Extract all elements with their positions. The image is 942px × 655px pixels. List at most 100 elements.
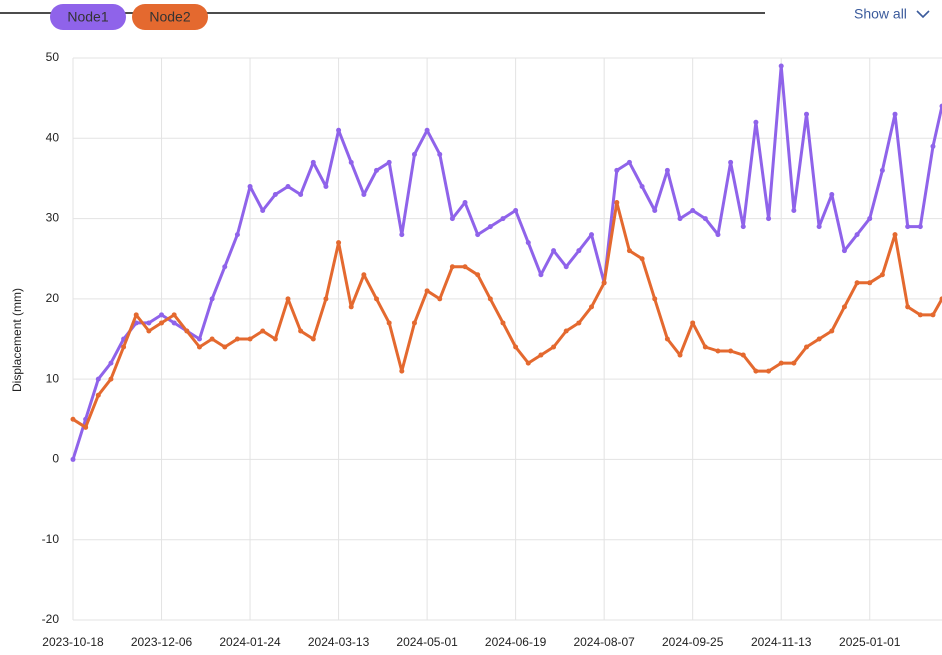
legend-pill[interactable]: [132, 4, 208, 30]
legend-pill[interactable]: [50, 4, 126, 30]
data-point: [247, 336, 253, 342]
data-point: [374, 167, 380, 173]
data-point: [171, 320, 177, 326]
data-point: [563, 264, 569, 270]
data-point: [298, 328, 304, 334]
data-point: [589, 304, 595, 310]
series-line: [72, 201, 942, 429]
data-point: [576, 248, 582, 254]
data-point: [715, 232, 721, 238]
data-point: [411, 151, 417, 157]
data-point: [247, 183, 253, 189]
data-point: [829, 191, 835, 197]
data-point: [677, 352, 683, 358]
data-point: [690, 320, 696, 326]
data-point: [437, 296, 443, 302]
y-tick-label: 20: [46, 291, 60, 305]
x-tick-label: 2023-12-06: [131, 635, 193, 649]
data-point: [753, 119, 759, 125]
data-point: [285, 183, 291, 189]
data-point: [462, 200, 468, 206]
y-tick-label: -10: [42, 532, 60, 546]
x-tick-label: 2024-01-24: [219, 635, 281, 649]
x-tick-label: 2025-01-01: [839, 635, 901, 649]
chevron[interactable]: [916, 10, 930, 19]
data-point: [551, 344, 557, 350]
legend-label[interactable]: Node2: [149, 9, 190, 25]
legend-item[interactable]: Node2: [132, 4, 208, 30]
data-point: [475, 272, 481, 278]
legend-item[interactable]: Node1: [50, 4, 126, 30]
data-point: [449, 216, 455, 222]
data-point: [108, 360, 114, 366]
data-point: [664, 167, 670, 173]
data-point: [487, 224, 493, 230]
data-point: [348, 304, 354, 310]
y-tick-label: 40: [46, 130, 60, 144]
data-point: [892, 232, 898, 238]
data-point: [766, 368, 772, 374]
data-point: [196, 336, 202, 342]
series-line: [71, 64, 942, 460]
data-point: [702, 216, 708, 222]
data-point: [905, 304, 911, 310]
data-point: [841, 304, 847, 310]
data-point: [95, 392, 101, 398]
x-tick-label: 2024-09-25: [662, 635, 724, 649]
data-point: [146, 320, 152, 326]
data-point: [740, 224, 746, 230]
data-point: [677, 216, 683, 222]
data-point: [475, 232, 481, 238]
show-all-label[interactable]: Show all: [854, 6, 907, 22]
data-point: [222, 264, 228, 270]
data-point: [778, 63, 784, 69]
data-point: [652, 208, 658, 214]
data-point: [159, 312, 165, 318]
data-point: [209, 336, 215, 342]
data-point: [639, 183, 645, 189]
data-point: [310, 336, 316, 342]
data-point: [639, 256, 645, 262]
data-point: [525, 240, 531, 246]
data-point: [374, 296, 380, 302]
data-point: [766, 216, 772, 222]
data-point: [589, 232, 595, 238]
data-point: [348, 159, 354, 165]
data-point: [930, 312, 936, 318]
data-point: [892, 111, 898, 117]
data-point: [285, 296, 291, 302]
data-point: [576, 320, 582, 326]
data-point: [449, 264, 455, 270]
data-point: [272, 191, 278, 197]
data-point: [626, 159, 632, 165]
data-point: [323, 296, 329, 302]
data-point: [664, 336, 670, 342]
data-point: [386, 159, 392, 165]
show-all-button[interactable]: Show all: [854, 6, 930, 22]
legend-label[interactable]: Node1: [67, 9, 108, 25]
data-point: [753, 368, 759, 374]
data-point: [95, 376, 101, 382]
data-point: [133, 312, 139, 318]
data-point: [336, 240, 342, 246]
data-point: [702, 344, 708, 350]
data-point: [411, 320, 417, 326]
data-point: [437, 151, 443, 157]
data-point: [778, 360, 784, 366]
data-point: [272, 336, 278, 342]
data-point: [829, 328, 835, 334]
data-point: [740, 352, 746, 358]
data-point: [399, 368, 405, 374]
data-point: [83, 424, 89, 430]
data-point: [939, 296, 942, 302]
data-point: [854, 280, 860, 286]
data-point: [146, 328, 152, 334]
data-point: [222, 344, 228, 350]
data-point: [171, 312, 177, 318]
data-point: [939, 103, 942, 109]
y-tick-label: 50: [46, 50, 60, 64]
data-point: [361, 191, 367, 197]
data-point: [500, 216, 506, 222]
data-point: [209, 296, 215, 302]
data-point: [487, 296, 493, 302]
